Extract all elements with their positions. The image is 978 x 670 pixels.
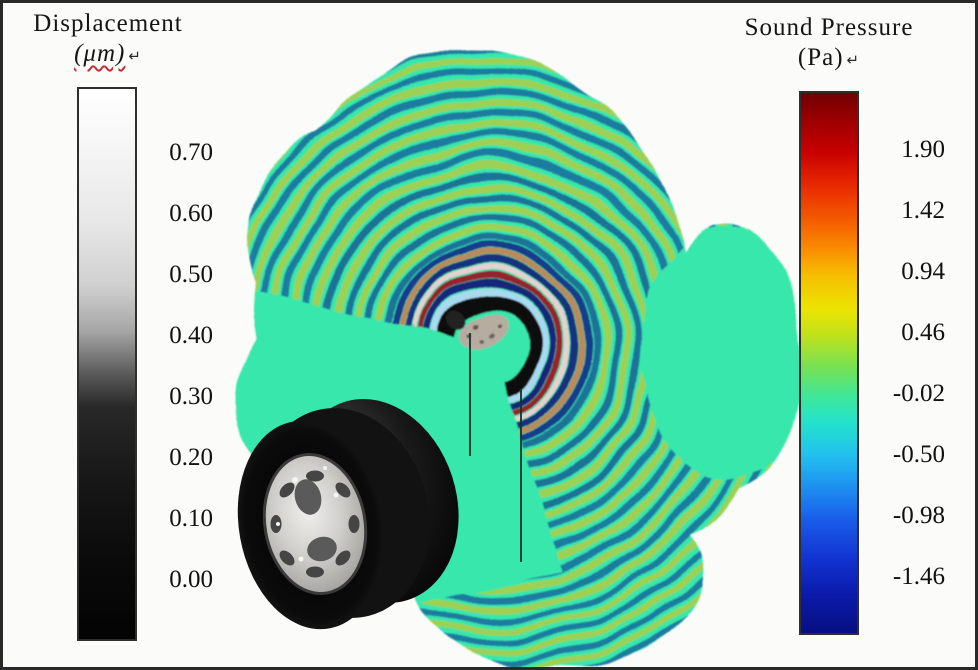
tick-label: 0.46 bbox=[901, 319, 945, 346]
displacement-title-text: Displacement bbox=[33, 10, 183, 37]
stator-center-holes bbox=[294, 479, 337, 562]
tick-label: 0.40 bbox=[169, 322, 213, 349]
sound-pressure-colorbar-title: Sound Pressure (Pa) ↵ bbox=[733, 13, 925, 75]
tick-label: 0.30 bbox=[169, 383, 213, 410]
displacement-unit-text: (μm) bbox=[74, 40, 126, 67]
stator-rim-edge bbox=[262, 453, 368, 595]
tick-label: 0.60 bbox=[169, 200, 213, 227]
tick-label: 0.20 bbox=[169, 444, 213, 471]
stator-slots bbox=[270, 470, 360, 578]
return-mark-icon: ↵ bbox=[128, 47, 142, 65]
stator-highlights bbox=[276, 466, 339, 562]
motor-cross-section-mesh bbox=[450, 313, 506, 349]
sound-pressure-field-plot bbox=[235, 50, 800, 667]
motor-3d-model bbox=[237, 399, 459, 630]
annotation-leader-lines bbox=[469, 333, 522, 562]
tick-label: -0.98 bbox=[892, 502, 945, 529]
tick-label: -1.46 bbox=[892, 563, 945, 590]
acoustic-wave-field bbox=[235, 50, 800, 667]
tick-label: 0.50 bbox=[169, 261, 213, 288]
displacement-colorbar-title: Displacement (μm) ↵ bbox=[17, 9, 199, 71]
sound-pressure-unit-text: (Pa) bbox=[797, 44, 844, 71]
tick-label: 0.94 bbox=[901, 258, 945, 285]
tick-label: 0.10 bbox=[169, 505, 213, 532]
return-mark-icon: ↵ bbox=[846, 51, 861, 69]
sound-pressure-title-text: Sound Pressure bbox=[744, 14, 914, 41]
displacement-colorbar bbox=[77, 87, 137, 641]
tick-label: 1.90 bbox=[901, 136, 945, 163]
tick-label: 0.70 bbox=[169, 139, 213, 166]
tick-label: -0.50 bbox=[892, 441, 945, 468]
tick-label: 0.00 bbox=[169, 566, 213, 593]
tick-label: 1.42 bbox=[901, 197, 945, 224]
sound-pressure-colorbar bbox=[799, 91, 859, 635]
plain-field-lobe bbox=[642, 225, 800, 481]
tick-label: -0.02 bbox=[892, 380, 945, 407]
